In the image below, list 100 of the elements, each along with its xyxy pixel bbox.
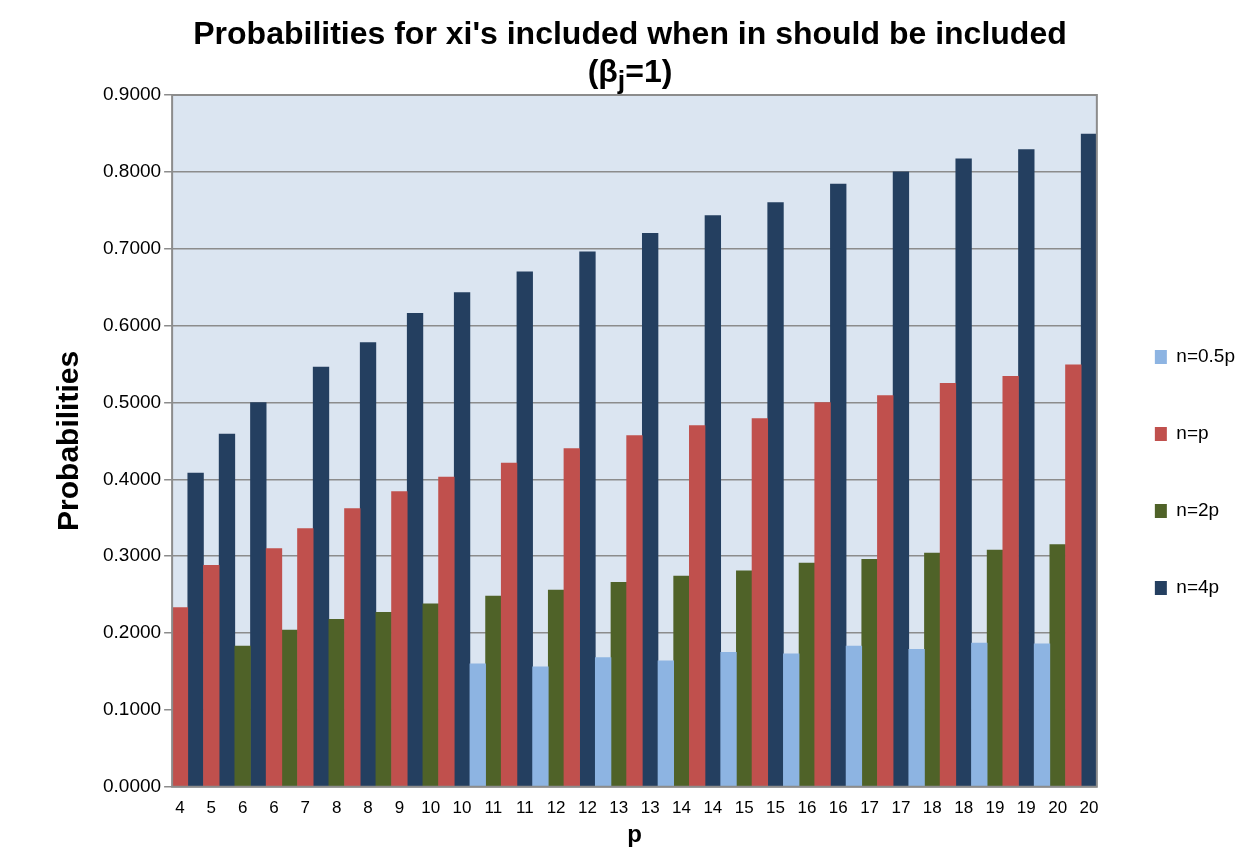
bar <box>453 292 471 787</box>
x-tick-label: 15 <box>766 797 786 817</box>
bar <box>312 366 330 787</box>
bar <box>485 595 502 787</box>
y-tick-label: 0.5000 <box>102 390 162 412</box>
y-tick-label: 0.6000 <box>102 313 162 335</box>
bar <box>328 618 345 787</box>
bar <box>689 425 706 787</box>
bar <box>500 462 518 787</box>
bar <box>187 472 204 787</box>
bar <box>908 648 925 787</box>
x-tick-label: 18 <box>922 797 942 817</box>
bar <box>1080 133 1097 787</box>
x-tick-label: 19 <box>1016 797 1036 817</box>
bar <box>547 589 565 787</box>
bar <box>359 342 377 787</box>
bar <box>657 660 674 787</box>
bar <box>736 570 753 787</box>
bar <box>1018 149 1035 787</box>
bar <box>845 645 863 787</box>
y-tick-label: 0.8000 <box>102 160 162 182</box>
x-tick-label: 6 <box>237 797 248 817</box>
bar <box>594 657 612 787</box>
bar <box>798 562 816 787</box>
bar <box>265 548 283 787</box>
y-tick-label: 0.3000 <box>102 544 162 566</box>
bar <box>250 402 267 787</box>
bar <box>469 663 486 787</box>
bar <box>861 558 878 787</box>
x-tick-label: 8 <box>363 797 373 817</box>
bar <box>751 418 769 787</box>
bar <box>830 183 847 787</box>
y-tick-label: 0.7000 <box>102 236 162 258</box>
bar <box>438 476 455 787</box>
bar <box>391 491 408 787</box>
bar <box>673 575 690 787</box>
x-tick-label: 7 <box>300 797 311 817</box>
x-tick-label: 11 <box>515 797 534 817</box>
bar <box>218 433 236 787</box>
x-tick-label: 17 <box>860 797 880 817</box>
y-tick-label: 0.1000 <box>102 698 162 720</box>
x-tick-label: 5 <box>206 797 217 817</box>
bar <box>939 382 957 787</box>
x-tick-label: 4 <box>175 797 185 817</box>
x-tick-label: 19 <box>985 797 1005 817</box>
x-tick-label: 9 <box>394 797 405 817</box>
x-tick-label: 12 <box>546 797 566 817</box>
bar <box>1033 643 1051 787</box>
y-axis-title: Probabilities <box>51 350 85 531</box>
bar <box>281 629 298 787</box>
bar <box>986 549 1004 787</box>
x-tick-label: 12 <box>578 797 597 817</box>
x-tick-label: 20 <box>1048 797 1068 817</box>
bar <box>297 528 314 787</box>
bar <box>234 645 251 787</box>
legend-label: n=2p <box>1176 499 1220 521</box>
legend-label: n=0.5p <box>1176 345 1236 367</box>
bar <box>720 651 737 787</box>
y-tick-label: 0.9000 <box>102 83 162 105</box>
bar <box>406 312 424 787</box>
bar <box>1002 376 1019 787</box>
bar <box>375 611 392 787</box>
bar <box>532 666 549 787</box>
x-axis-title: p <box>627 820 642 848</box>
bar <box>767 202 784 787</box>
x-tick-label: 13 <box>609 797 629 817</box>
bar <box>704 215 722 787</box>
legend-label: n=4p <box>1176 576 1220 598</box>
chart-title: Probabilities for xi's included when in should be included (β$_{j}$=1) <box>192 14 1068 98</box>
legend-label: n=p <box>1176 422 1209 444</box>
bar <box>422 603 439 787</box>
x-tick-label: 20 <box>1079 797 1099 817</box>
bar <box>203 565 220 787</box>
bar <box>783 653 800 787</box>
x-tick-label: 14 <box>672 797 691 817</box>
x-tick-label: 10 <box>421 797 441 817</box>
bar <box>344 508 361 787</box>
x-tick-label: 17 <box>891 797 911 817</box>
y-tick-label: 0.2000 <box>102 621 162 643</box>
x-tick-label: 6 <box>269 797 279 817</box>
bar <box>641 233 659 787</box>
x-tick-label: 8 <box>331 797 342 817</box>
bar <box>172 607 189 787</box>
bar <box>626 435 643 787</box>
bar <box>955 158 972 787</box>
bar <box>516 271 533 787</box>
x-tick-label: 14 <box>703 797 723 817</box>
x-tick-label: 16 <box>797 797 817 817</box>
x-tick-label: 10 <box>452 797 472 817</box>
bar <box>877 395 894 787</box>
bar <box>579 251 596 787</box>
y-tick-label: 0.0000 <box>102 775 162 797</box>
x-tick-label: 18 <box>954 797 974 817</box>
bar <box>563 448 580 787</box>
x-tick-label: 13 <box>640 797 660 817</box>
bar <box>610 582 627 787</box>
x-tick-label: 15 <box>734 797 754 817</box>
bar <box>924 552 941 787</box>
x-tick-label: 11 <box>484 797 503 817</box>
bar <box>814 402 831 787</box>
